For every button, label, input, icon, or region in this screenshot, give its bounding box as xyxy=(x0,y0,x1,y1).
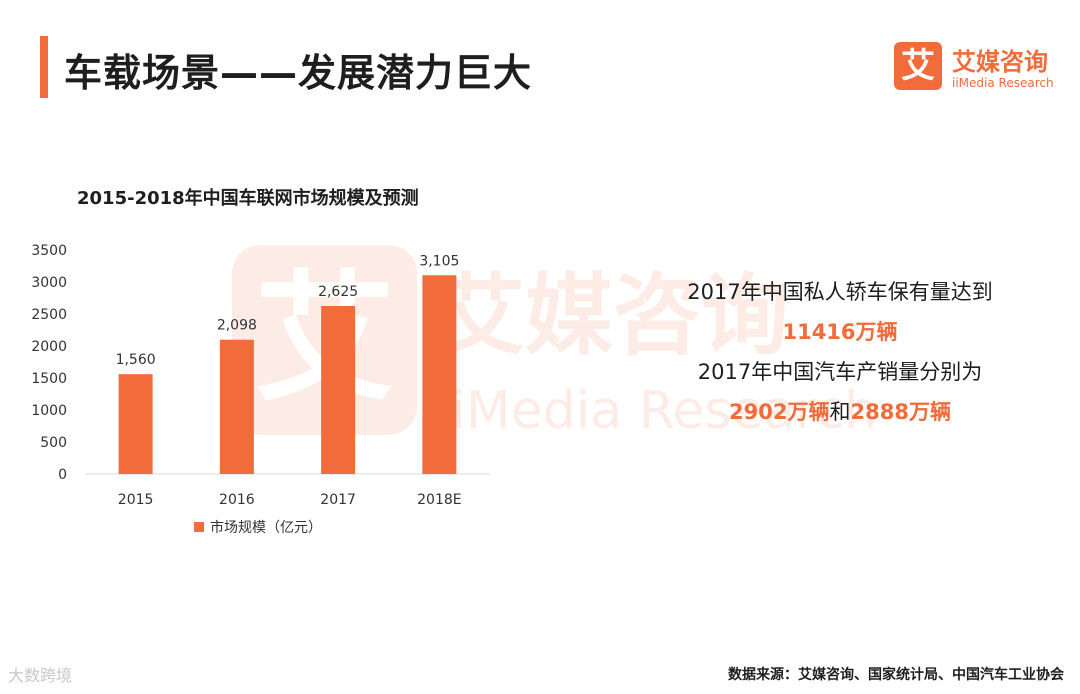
logo-name-en: iiMedia Research xyxy=(952,76,1054,90)
y-tick-label: 1500 xyxy=(31,371,67,387)
x-tick-label: 2015 xyxy=(118,492,154,508)
highlight-value-3: 2888万辆 xyxy=(850,400,951,424)
bar-2018E xyxy=(422,275,457,474)
highlight-connector: 和 xyxy=(829,400,851,424)
y-tick-label: 2500 xyxy=(31,307,67,323)
page-title: 车载场景——发展潜力巨大 xyxy=(64,51,533,95)
y-tick-label: 500 xyxy=(40,435,67,451)
highlight-panel: 2017年中国私人轿车保有量达到 11416万辆 2017年中国汽车产销量分别为… xyxy=(640,272,1040,432)
bar-2015 xyxy=(118,374,153,474)
bar-chart: 0 500 1000 1500 2000 2500 3000 3500 1,560 2015 2,0… xyxy=(31,243,490,536)
chart-title: 2015-2018年中国车联网市场规模及预测 xyxy=(77,188,419,209)
highlight-line-1: 2017年中国私人轿车保有量达到 xyxy=(687,280,993,304)
corner-watermark: 大数跨境 xyxy=(8,666,73,685)
legend-swatch xyxy=(194,522,204,532)
legend-label: 市场规模（亿元） xyxy=(210,519,322,536)
y-tick-label: 3000 xyxy=(31,275,67,291)
x-tick-label: 2016 xyxy=(219,492,255,508)
y-tick-label: 1000 xyxy=(31,403,67,419)
bar-2017 xyxy=(321,306,356,474)
y-tick-label: 2000 xyxy=(31,339,67,355)
data-label-2016: 2,098 xyxy=(217,318,257,334)
data-label-2018E: 3,105 xyxy=(419,253,459,269)
highlight-line-3: 2017年中国汽车产销量分别为 xyxy=(697,360,983,384)
highlight-line-4: 2902万辆和2888万辆 xyxy=(640,392,1040,432)
logo-name-cn: 艾媒咨询 xyxy=(952,48,1048,76)
x-tick-label: 2017 xyxy=(320,492,356,508)
data-label-2015: 1,560 xyxy=(116,352,156,368)
data-label-2017: 2,625 xyxy=(318,284,358,300)
data-source: 数据来源：艾媒咨询、国家统计局、中国汽车工业协会 xyxy=(728,667,1064,683)
highlight-value-1: 11416万辆 xyxy=(782,320,898,344)
logo-mark: 艾 xyxy=(894,42,942,90)
x-tick-label: 2018E xyxy=(417,492,461,508)
bar-2016 xyxy=(219,339,254,474)
brand-logo: 艾 艾媒咨询 iiMedia Research xyxy=(894,42,1064,94)
y-tick-label: 0 xyxy=(58,467,67,483)
highlight-value-2: 2902万辆 xyxy=(729,400,830,424)
y-tick-label: 3500 xyxy=(31,243,67,259)
title-accent-bar xyxy=(40,36,48,98)
